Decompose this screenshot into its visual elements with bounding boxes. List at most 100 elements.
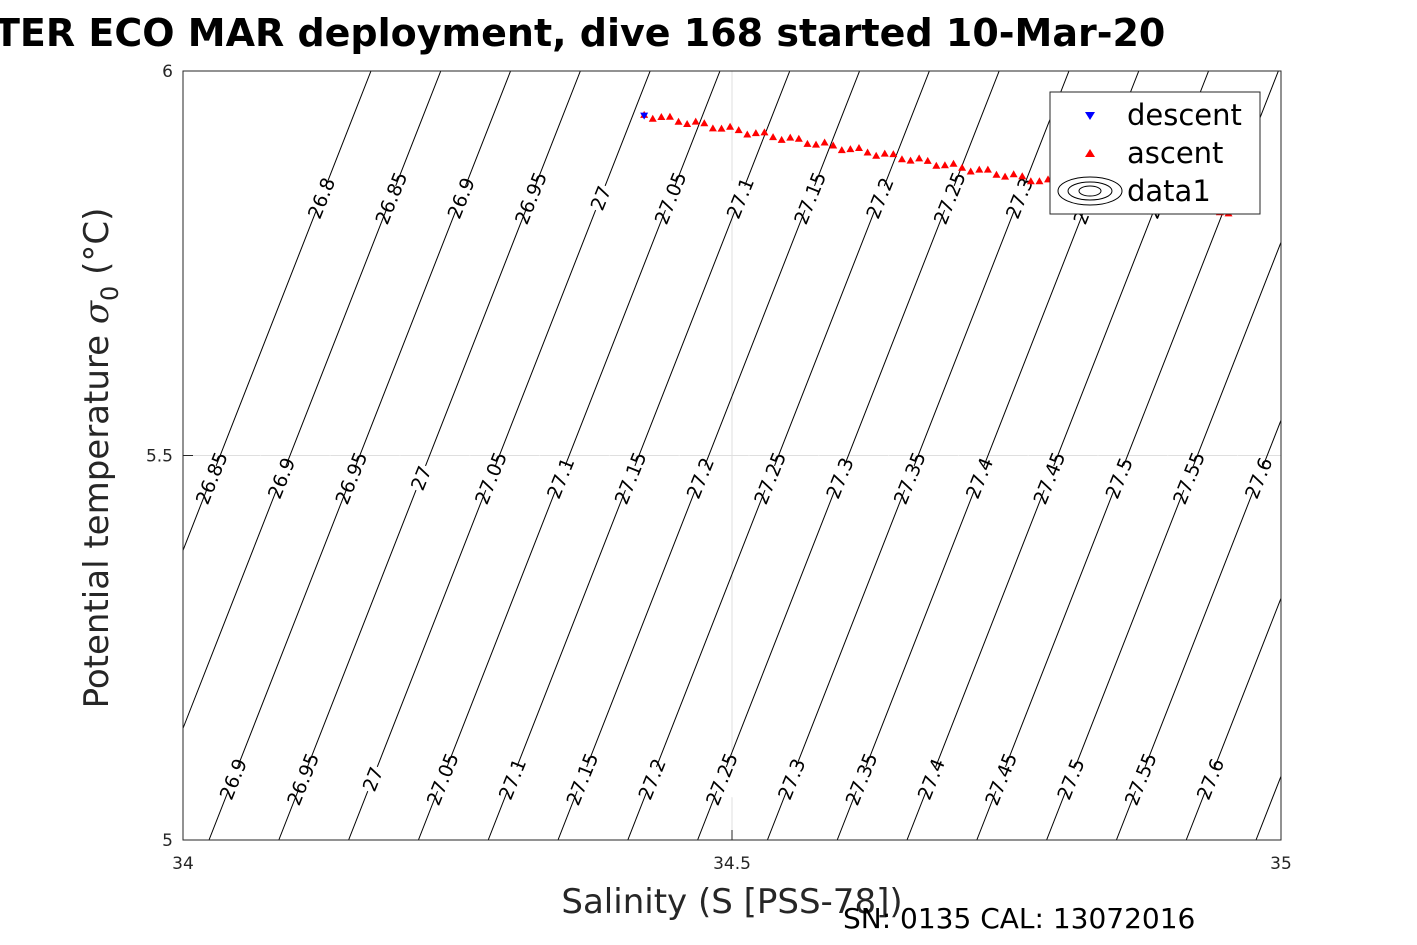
ascent-point	[940, 161, 949, 169]
legend-contour-icon	[1057, 176, 1123, 206]
ascent-point	[820, 138, 829, 146]
y-axis-label-symbol: σ	[77, 300, 117, 324]
contour-label-bg	[1157, 455, 1220, 501]
ascent-point	[854, 144, 863, 152]
contour-label-bg	[830, 756, 892, 802]
contour-label-bg	[808, 455, 871, 501]
legend-ascent-label: ascent	[1127, 136, 1223, 170]
contour-label-bg	[499, 175, 562, 221]
ascent-point	[846, 145, 855, 153]
density-contour-line	[1185, 596, 1281, 840]
ascent-point	[648, 114, 657, 122]
contour-label-bg	[760, 756, 823, 802]
contour-label-bg	[202, 756, 264, 802]
ascent-point	[751, 129, 760, 137]
contour-label-bg	[1087, 455, 1150, 501]
ascent-point	[743, 130, 752, 138]
ascent-point	[983, 165, 992, 173]
x-tick-label: 35	[1270, 854, 1292, 874]
ascent-point	[786, 133, 795, 141]
ascent-point	[803, 139, 812, 147]
contour-label-bg	[250, 455, 312, 501]
contour-label-bg	[1018, 455, 1080, 501]
contour-label-bg	[459, 455, 522, 501]
ascent-point	[665, 112, 674, 120]
contour-label-bg	[1039, 756, 1102, 802]
ascent-point	[966, 167, 975, 175]
axis-ticks: 34 34.5 35 5 5.5 6	[146, 62, 1292, 874]
contour-label-bg	[1109, 756, 1172, 802]
ascent-point	[700, 119, 709, 127]
ascent-point	[932, 161, 941, 169]
ascent-point	[1018, 172, 1027, 180]
y-axis-label: Potential temperature σ0 (°C)	[77, 208, 124, 709]
contour-label-bg	[900, 756, 962, 802]
density-contour-line	[1396, 71, 1417, 840]
contour-label-bg	[1227, 455, 1290, 501]
contour-label-bg	[320, 455, 382, 501]
contour-label-bg	[918, 175, 981, 221]
ascent-point	[923, 156, 932, 164]
ascent-point	[726, 122, 735, 130]
contour-label-bg	[1179, 756, 1241, 802]
contour-label-bg	[669, 455, 731, 501]
legend-ascent-marker	[1085, 149, 1095, 157]
contour-label-bg	[620, 756, 683, 802]
ascent-point	[872, 151, 881, 159]
contour-label-bg	[988, 175, 1050, 221]
ascent-point	[837, 146, 846, 154]
contour-label-bg	[411, 756, 474, 802]
contour-label-bg	[690, 756, 753, 802]
legend-descent-label: descent	[1127, 98, 1242, 132]
y-tick-label: 5.5	[146, 447, 173, 467]
y-tick-label: 5	[162, 831, 173, 851]
ascent-point	[769, 133, 778, 141]
legend-box	[1049, 91, 1261, 215]
ascent-point	[915, 154, 924, 162]
contour-label-bg	[481, 756, 543, 802]
density-contour-line	[1326, 71, 1417, 840]
contour-label-bg	[969, 756, 1032, 802]
y-axis-label-unit: (°C)	[77, 208, 117, 286]
ascent-point	[906, 156, 915, 164]
ascent-point	[794, 134, 803, 142]
ascent-point	[1009, 170, 1018, 178]
footer-caption: SN: 0135 CAL: 13072016	[843, 902, 1195, 935]
ascent-point	[674, 117, 683, 125]
density-contour-line	[1115, 418, 1281, 840]
x-axis-label: Salinity (S [PSS-78])	[561, 882, 902, 922]
x-tick-label: 34.5	[713, 854, 751, 874]
density-contour-line	[1046, 240, 1281, 840]
ascent-point	[657, 113, 666, 121]
contour-label-bg	[180, 455, 243, 501]
descent-point	[640, 112, 649, 120]
contour-label-bg	[360, 175, 422, 221]
contour-label-bg	[271, 756, 334, 802]
contour-label-bg	[738, 455, 801, 501]
ascent-point	[708, 124, 717, 132]
chart-title: TER ECO MAR deployment, dive 168 started…	[0, 11, 1165, 55]
x-tick-label: 34	[172, 854, 194, 874]
legend-data1-label: data1	[1127, 174, 1211, 208]
y-axis-label-sub: 0	[96, 286, 124, 301]
contour-label-bg	[639, 175, 701, 221]
contour-label-bg	[290, 175, 352, 221]
y-axis-label-main: Potential temperature	[77, 324, 117, 708]
contour-label-bg	[709, 175, 771, 221]
contour-label-bg	[778, 175, 841, 221]
contour-label-bg	[599, 455, 661, 501]
legend: descent ascent data1	[1049, 91, 1261, 215]
ascent-point	[717, 124, 726, 132]
ascent-point	[812, 140, 821, 148]
ascent-point	[691, 117, 700, 125]
contour-label-bg	[389, 455, 452, 501]
ascent-point	[880, 149, 889, 157]
ascent-point	[760, 128, 769, 136]
legend-descent-marker	[1085, 112, 1095, 120]
ascent-point	[1026, 177, 1035, 185]
ascent-point	[889, 150, 898, 158]
y-tick-label: 6	[162, 62, 173, 82]
contour-label-bg	[848, 175, 911, 221]
ascent-point	[1001, 172, 1010, 180]
